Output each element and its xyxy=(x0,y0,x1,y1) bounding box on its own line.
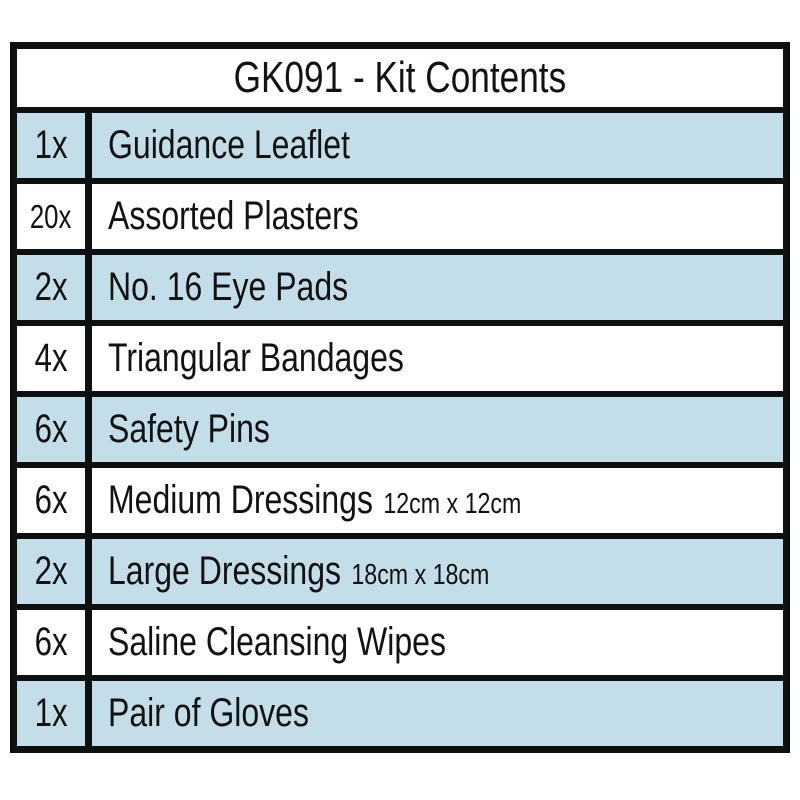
item-name: No. 16 Eye Pads xyxy=(108,265,349,309)
kit-row: 2x No. 16 Eye Pads xyxy=(17,249,783,320)
item-text: Assorted Plasters xyxy=(108,194,359,239)
kit-row: 6x Medium Dressings 12cm x 12cm xyxy=(17,462,783,533)
quantity-cell: 4x xyxy=(17,326,92,391)
kit-table-rows: 1x Guidance Leaflet 20x Assorted Plaster… xyxy=(17,107,783,746)
quantity-cell: 2x xyxy=(17,255,92,320)
item-name: Large Dressings xyxy=(108,549,341,593)
quantity-value: 6x xyxy=(34,620,68,664)
item-text: Medium Dressings 12cm x 12cm xyxy=(108,478,521,523)
kit-row: 1x Guidance Leaflet xyxy=(17,107,783,178)
kit-row: 6x Saline Cleansing Wipes xyxy=(17,604,783,675)
item-name: Assorted Plasters xyxy=(108,194,359,238)
item-name: Triangular Bandages xyxy=(108,336,404,380)
kit-row: 4x Triangular Bandages xyxy=(17,320,783,391)
quantity-cell: 6x xyxy=(17,397,92,462)
kit-title: GK091 - Kit Contents xyxy=(233,53,567,102)
item-size: 18cm x 18cm xyxy=(351,559,490,591)
item-name: Guidance Leaflet xyxy=(108,123,350,167)
item-size: 12cm x 12cm xyxy=(383,488,522,520)
quantity-cell: 2x xyxy=(17,539,92,604)
kit-row: 20x Assorted Plasters xyxy=(17,178,783,249)
quantity-cell: 6x xyxy=(17,468,92,533)
item-cell: Saline Cleansing Wipes xyxy=(92,610,783,675)
quantity-value: 6x xyxy=(34,478,68,522)
quantity-value: 1x xyxy=(34,123,68,167)
item-cell: Large Dressings 18cm x 18cm xyxy=(92,539,783,604)
item-cell: Pair of Gloves xyxy=(92,681,783,746)
quantity-cell: 20x xyxy=(17,184,92,249)
item-text: Safety Pins xyxy=(108,407,270,452)
item-cell: Guidance Leaflet xyxy=(92,113,783,178)
item-text: Large Dressings 18cm x 18cm xyxy=(108,549,489,594)
item-cell: No. 16 Eye Pads xyxy=(92,255,783,320)
item-cell: Safety Pins xyxy=(92,397,783,462)
item-cell: Medium Dressings 12cm x 12cm xyxy=(92,468,783,533)
quantity-cell: 6x xyxy=(17,610,92,675)
quantity-value: 20x xyxy=(30,197,72,235)
item-text: Saline Cleansing Wipes xyxy=(108,620,446,665)
item-text: No. 16 Eye Pads xyxy=(108,265,348,310)
item-cell: Triangular Bandages xyxy=(92,326,783,391)
quantity-value: 4x xyxy=(34,336,68,380)
quantity-value: 6x xyxy=(34,407,68,451)
quantity-value: 1x xyxy=(34,691,68,735)
item-text: Triangular Bandages xyxy=(108,336,404,381)
item-name: Saline Cleansing Wipes xyxy=(108,620,446,664)
quantity-cell: 1x xyxy=(17,681,92,746)
kit-table-header: GK091 - Kit Contents xyxy=(17,49,783,107)
item-text: Guidance Leaflet xyxy=(108,123,350,168)
quantity-value: 2x xyxy=(34,549,68,593)
kit-row: 1x Pair of Gloves xyxy=(17,675,783,746)
item-text: Pair of Gloves xyxy=(108,691,309,736)
item-name: Pair of Gloves xyxy=(108,691,309,735)
quantity-value: 2x xyxy=(34,265,68,309)
item-name: Medium Dressings xyxy=(108,478,373,522)
kit-contents-table: GK091 - Kit Contents 1x Guidance Leaflet… xyxy=(10,42,790,753)
kit-row: 2x Large Dressings 18cm x 18cm xyxy=(17,533,783,604)
kit-row: 6x Safety Pins xyxy=(17,391,783,462)
item-name: Safety Pins xyxy=(108,407,270,451)
item-cell: Assorted Plasters xyxy=(92,184,783,249)
quantity-cell: 1x xyxy=(17,113,92,178)
